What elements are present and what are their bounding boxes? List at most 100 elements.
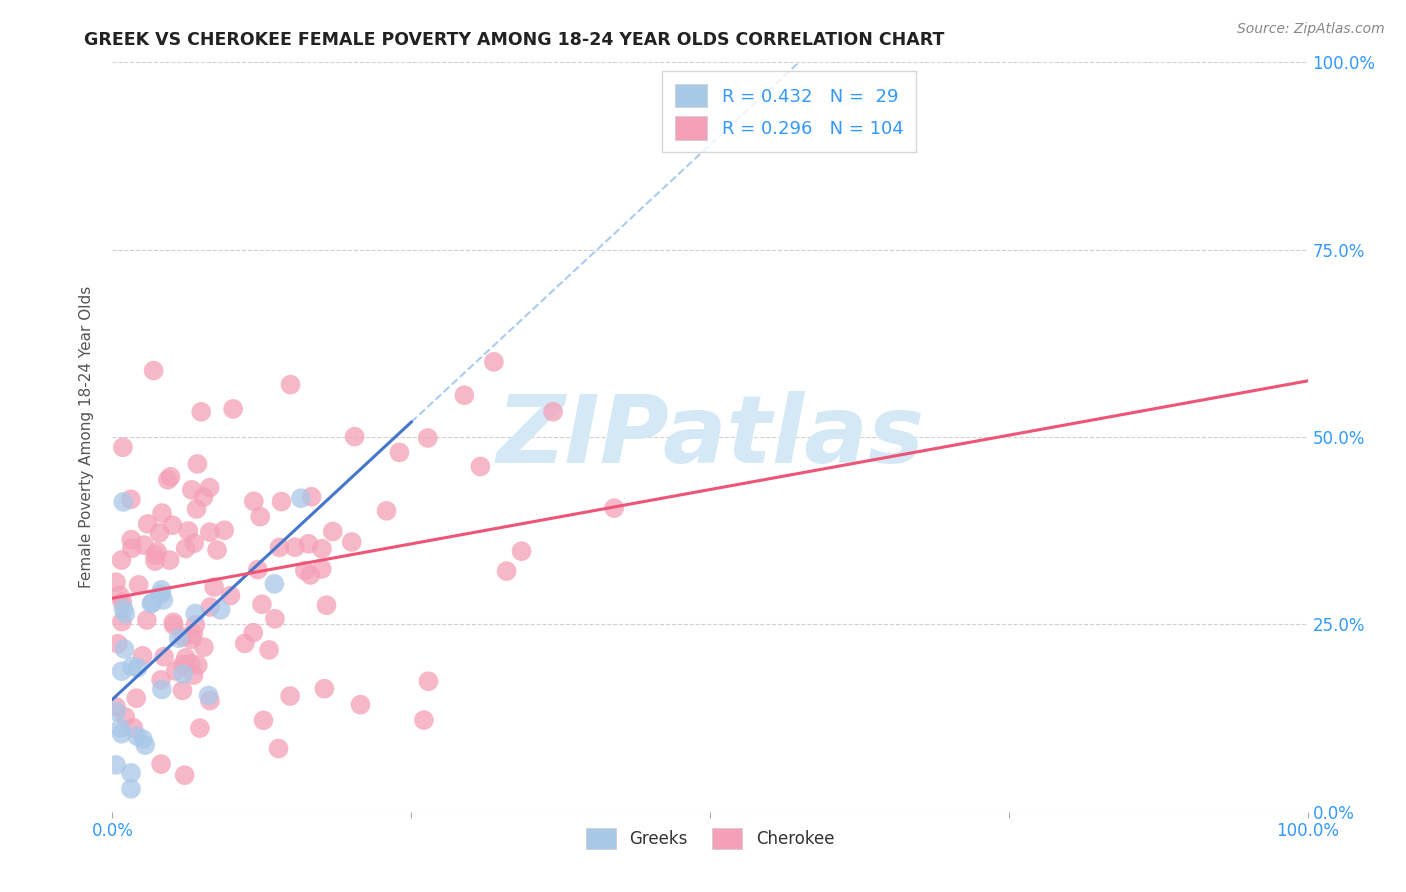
Point (198, 525, 221, 540)
Point (267, 741, 290, 756)
Point (136, 516, 159, 531)
Point (177, 524, 200, 538)
Point (143, 554, 166, 568)
Point (246, 563, 269, 577)
Point (257, 643, 280, 657)
Point (322, 524, 344, 539)
Point (107, 637, 129, 651)
Point (183, 536, 205, 550)
Point (148, 525, 170, 540)
Point (150, 582, 173, 597)
Point (343, 430, 366, 444)
Point (222, 401, 245, 416)
Point (114, 607, 136, 621)
Point (198, 693, 221, 707)
Point (495, 564, 517, 578)
Point (141, 596, 163, 610)
Point (141, 596, 163, 610)
Point (150, 506, 173, 520)
Point (114, 642, 136, 657)
Point (127, 661, 149, 675)
Point (349, 698, 371, 712)
Point (278, 689, 301, 703)
Point (301, 490, 323, 504)
Point (120, 765, 142, 780)
Point (297, 537, 319, 551)
Text: ZIPatlas: ZIPatlas (496, 391, 924, 483)
Point (149, 587, 172, 601)
Point (110, 665, 132, 679)
Point (212, 523, 235, 537)
Point (146, 545, 169, 559)
Point (114, 710, 136, 724)
Point (167, 632, 190, 646)
Point (110, 721, 132, 735)
Point (186, 502, 208, 516)
Point (111, 595, 134, 609)
Point (388, 445, 411, 459)
Point (112, 495, 135, 509)
Point (186, 457, 208, 471)
Point (111, 615, 134, 629)
Point (252, 714, 274, 728)
Point (209, 603, 232, 617)
Point (110, 727, 132, 741)
Point (190, 405, 212, 419)
Point (172, 630, 194, 644)
Point (290, 491, 312, 506)
Point (152, 593, 174, 607)
Point (120, 492, 142, 507)
Point (263, 577, 285, 591)
Point (180, 657, 202, 671)
Point (172, 657, 194, 672)
Point (150, 757, 173, 772)
Point (541, 405, 564, 419)
Y-axis label: Female Poverty Among 18-24 Year Olds: Female Poverty Among 18-24 Year Olds (79, 286, 94, 588)
Point (181, 627, 204, 641)
Point (180, 632, 202, 647)
Point (120, 533, 142, 547)
Point (264, 612, 287, 626)
Point (142, 363, 165, 377)
Point (134, 738, 156, 752)
Point (184, 618, 207, 632)
Point (121, 541, 143, 556)
Point (105, 699, 128, 714)
Point (453, 388, 475, 402)
Point (250, 597, 273, 611)
Point (132, 538, 155, 552)
Point (233, 636, 256, 650)
Point (243, 494, 266, 508)
Point (162, 518, 184, 533)
Point (375, 504, 398, 518)
Point (470, 459, 492, 474)
Point (111, 440, 134, 454)
Point (125, 691, 148, 706)
Point (284, 540, 307, 554)
Point (193, 490, 215, 504)
Point (143, 548, 166, 562)
Point (202, 580, 225, 594)
Point (174, 541, 197, 556)
Point (172, 667, 194, 681)
Point (172, 683, 194, 698)
Point (219, 589, 242, 603)
Point (184, 607, 207, 621)
Point (188, 721, 211, 735)
Point (482, 355, 505, 369)
Point (180, 483, 202, 497)
Point (418, 674, 440, 689)
Point (315, 599, 337, 613)
Point (205, 543, 228, 558)
Point (603, 501, 626, 516)
Point (150, 673, 173, 687)
Point (340, 535, 363, 549)
Text: GREEK VS CHEROKEE FEMALE POVERTY AMONG 18-24 YEAR OLDS CORRELATION CHART: GREEK VS CHEROKEE FEMALE POVERTY AMONG 1… (84, 31, 945, 49)
Point (132, 732, 155, 747)
Point (128, 578, 150, 592)
Point (242, 625, 264, 640)
Point (174, 650, 197, 665)
Point (131, 648, 153, 663)
Point (159, 469, 181, 483)
Point (135, 613, 157, 627)
